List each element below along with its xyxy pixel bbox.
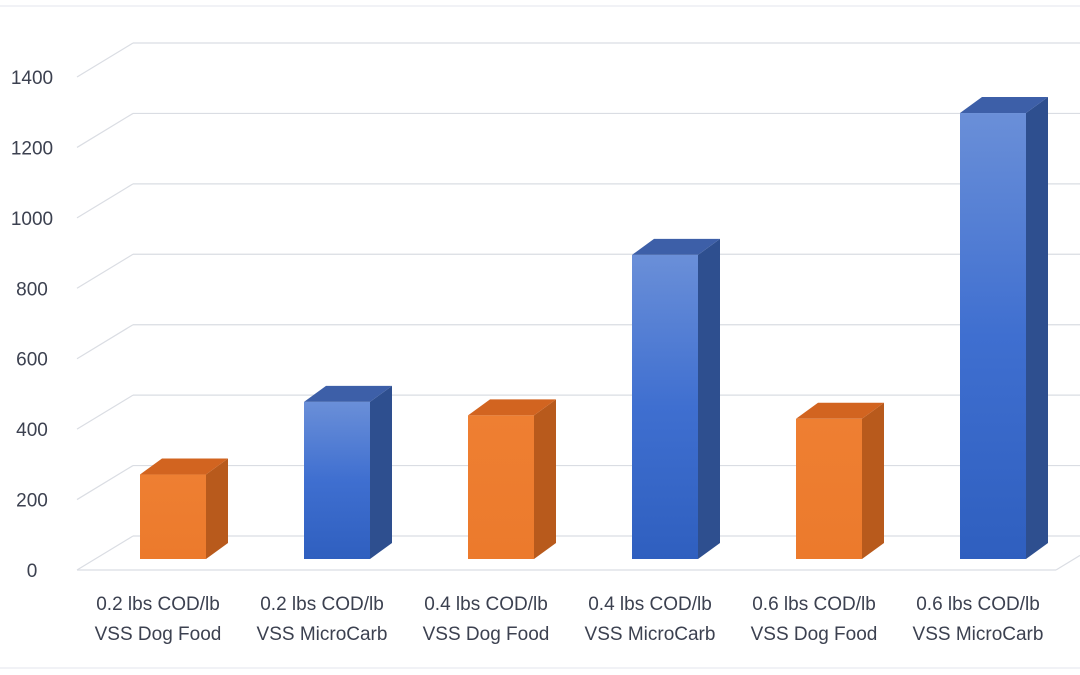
bar-front-face xyxy=(632,254,698,559)
gridline-diagonal xyxy=(76,394,134,430)
x-axis-labels: 0.2 lbs COD/lb VSS Dog Food 0.2 lbs COD/lb… xyxy=(95,594,1044,645)
bar-front-face xyxy=(468,415,534,559)
gridlines xyxy=(76,42,1080,571)
bar-side-face xyxy=(206,458,228,559)
gridline-diagonal xyxy=(76,465,134,501)
bar-side-face xyxy=(534,399,556,559)
bar-4 xyxy=(632,238,720,559)
x-tick-label: 0.2 lbs COD/lb VSS Dog Food xyxy=(95,594,222,645)
y-tick-label: 0 xyxy=(27,561,38,582)
y-tick-label: 1200 xyxy=(11,138,53,159)
bar-front-face xyxy=(960,113,1026,560)
bar-front-face xyxy=(140,474,206,559)
bar-top-face xyxy=(960,97,1048,114)
x-tick-label: 0.6 lbs COD/lb VSS MicroCarb xyxy=(913,594,1044,645)
gridline-diagonal xyxy=(76,42,134,78)
bar-side-face xyxy=(1026,97,1048,560)
bars xyxy=(140,97,1048,560)
y-tick-label: 1400 xyxy=(11,68,53,89)
bar-2 xyxy=(304,385,392,559)
bar-top-face xyxy=(632,238,720,255)
y-tick-label: 800 xyxy=(16,279,48,300)
gridline-diagonal xyxy=(76,324,134,360)
x-tick-label: 0.6 lbs COD/lb VSS Dog Food xyxy=(751,594,878,645)
bar-top-face xyxy=(304,385,392,402)
gridline-diagonal xyxy=(76,535,134,571)
bar-front-face xyxy=(304,401,370,559)
y-axis-ticks: 0 200 400 600 800 1000 1200 1400 xyxy=(11,68,53,582)
bar-top-face xyxy=(468,399,556,416)
y-tick-label: 600 xyxy=(16,350,48,371)
gridline-diagonal xyxy=(76,183,134,219)
x-tick-label: 0.2 lbs COD/lb VSS MicroCarb xyxy=(257,594,388,645)
bar-6 xyxy=(960,97,1048,560)
bar-3 xyxy=(468,399,556,559)
floor-right-edge xyxy=(1055,554,1080,571)
bar-side-face xyxy=(698,238,720,559)
bar-top-face xyxy=(796,402,884,419)
y-tick-label: 200 xyxy=(16,491,48,512)
y-tick-label: 1000 xyxy=(11,209,53,230)
gridline-diagonal xyxy=(76,253,134,289)
bar-side-face xyxy=(370,385,392,559)
bar-top-face xyxy=(140,458,228,475)
y-tick-label: 400 xyxy=(16,420,48,441)
bar-1 xyxy=(140,458,228,559)
x-tick-label: 0.4 lbs COD/lb VSS MicroCarb xyxy=(585,594,716,645)
x-tick-label: 0.4 lbs COD/lb VSS Dog Food xyxy=(423,594,550,645)
gridline-diagonal xyxy=(76,112,134,148)
bar-5 xyxy=(796,402,884,559)
bar-front-face xyxy=(796,418,862,559)
bar-side-face xyxy=(862,402,884,559)
